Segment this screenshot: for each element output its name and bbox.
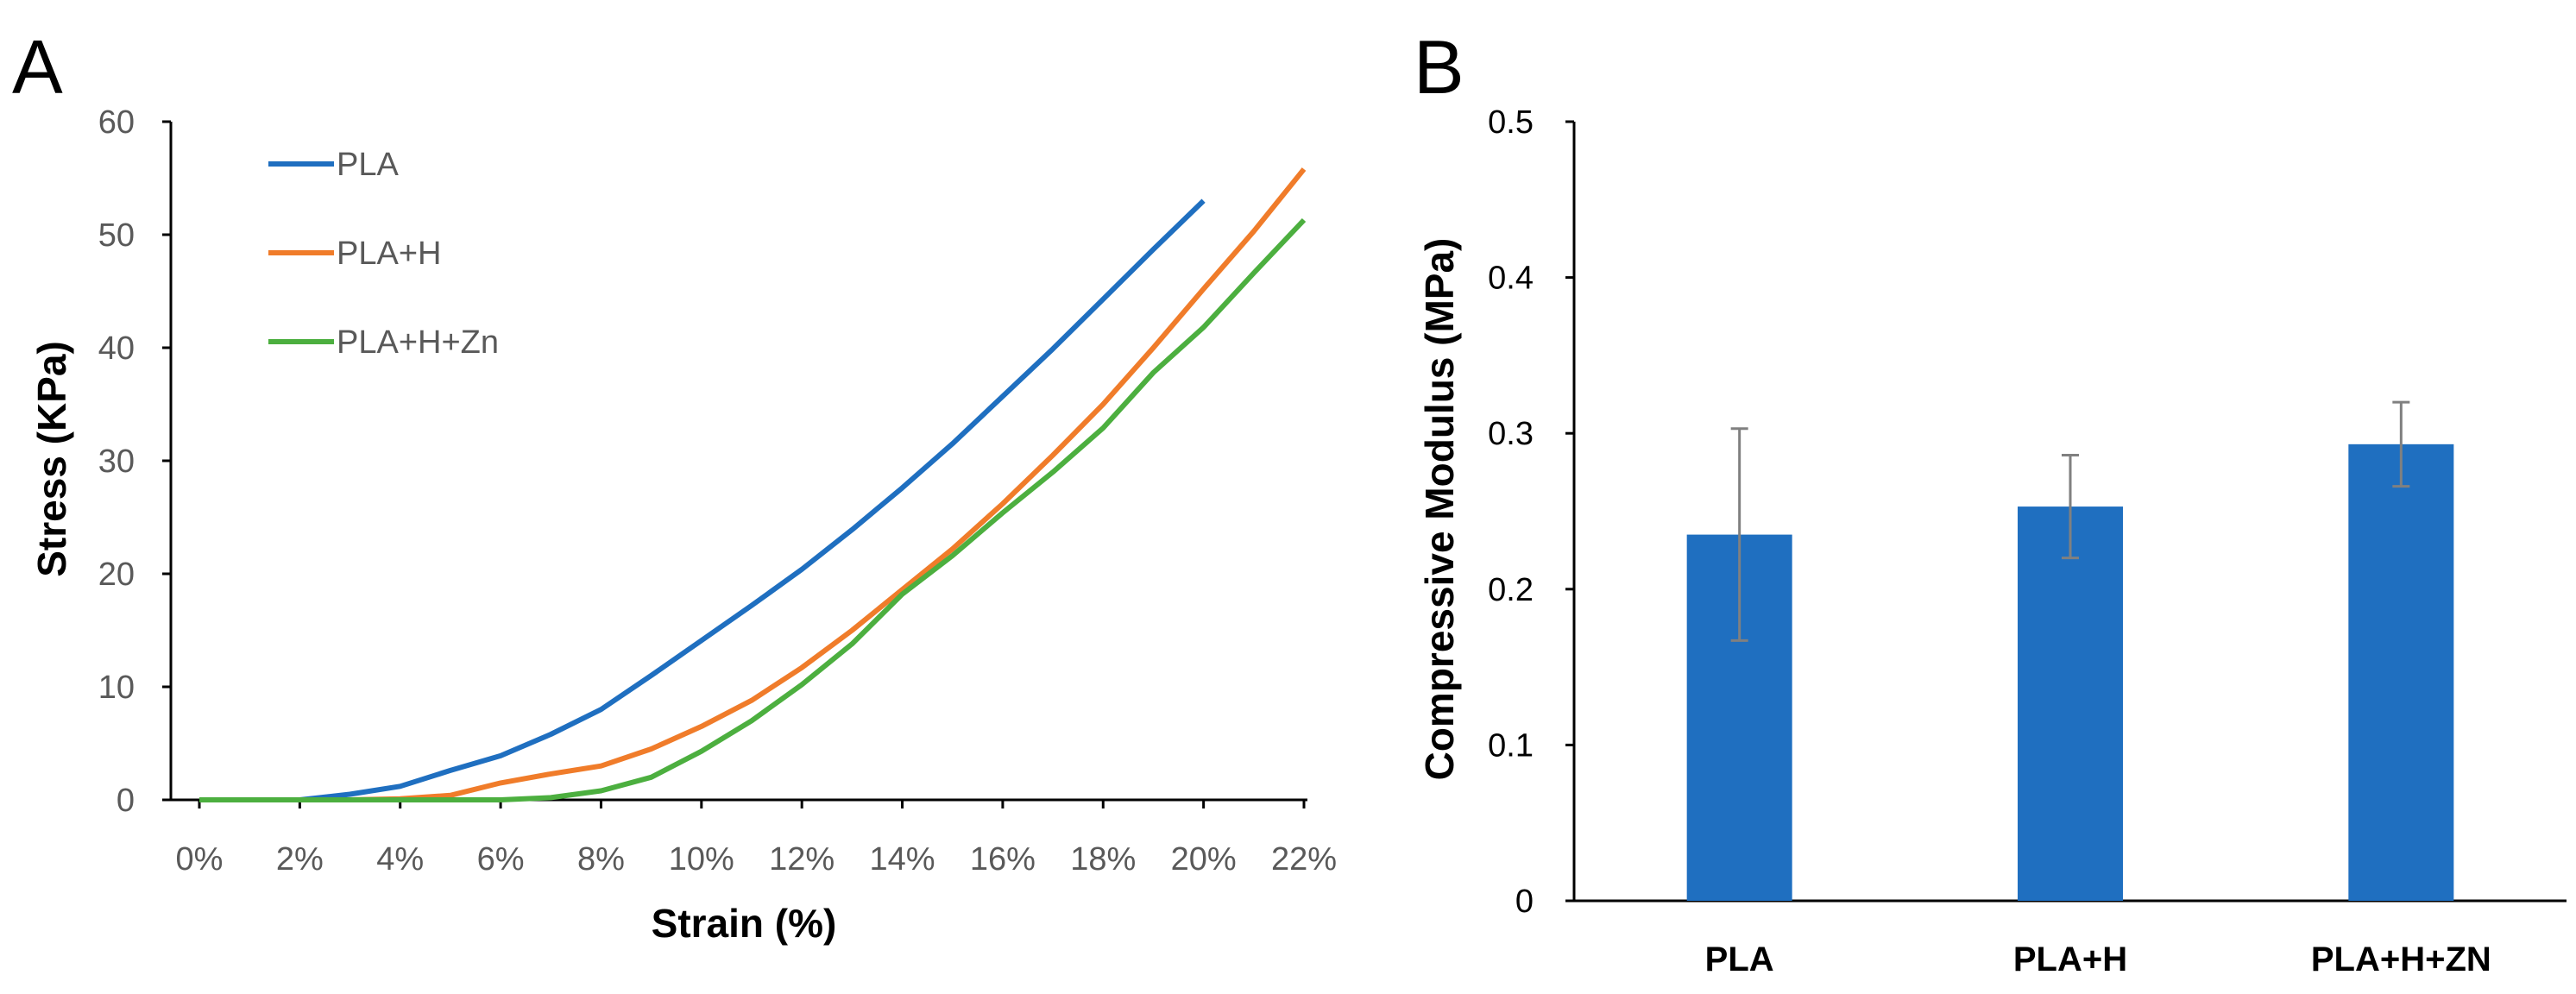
panel-a-y-tick-label: 50 [98,217,135,254]
panel-b-bars: PLA PLA+H PLA+H+ZN [1686,400,2491,978]
panel-a-y-tick-label: 30 [98,444,135,480]
panel-a-x-tick-label: 16% [970,841,1036,878]
panel-a-axes: 0 10 20 30 40 50 60 0% 2% 4% 6% 8% 10% 12% 14% 16% 18% 20… [98,104,1337,878]
panel-b-y-tick-label: 0 [1515,884,1534,920]
panel-a-y-axis-title: Stress (KPa) [29,341,74,577]
panel-a-y-tick-label: 0 [117,783,135,819]
panel-a-x-axis-title: Strain (%) [652,901,837,946]
panel-a-y-tick-label: 40 [98,330,135,367]
panel-a-x-tick-label: 4% [376,841,424,878]
panel-a-x-tick-label: 0% [176,841,224,878]
panel-a-y-tick-label: 60 [98,104,135,141]
panel-b-y-axis-title: Compressive Modulus (MPa) [1417,238,1462,781]
panel-a-x-tick-label: 2% [276,841,324,878]
panel-a-x-tick-label: 6% [477,841,525,878]
panel-b-y-tick-label: 0.1 [1488,727,1534,764]
panel-a-line-chart: A 0 10 20 30 40 50 60 0% 2% 4% 6% 8% 10% 12% 14% 16% 18%… [12,24,1337,946]
bar-pla-h [2018,506,2123,901]
panel-a-y-tick-label: 20 [98,557,135,593]
panel-b-y-tick-label: 0.5 [1488,104,1534,141]
panel-b-y-tick-label: 0.4 [1488,261,1534,297]
panel-a-legend: PLA PLA+H PLA+H+Zn [268,147,499,361]
panel-b-y-tick-label: 0.2 [1488,572,1534,608]
panel-a-series-lines [199,167,1307,802]
panel-a-x-tick-label: 14% [870,841,935,878]
category-label: PLA+H+ZN [2311,941,2491,978]
panel-a-x-tick-label: 20% [1171,841,1237,878]
legend-entry-label: PLA+H+Zn [337,324,499,361]
category-label: PLA+H [2013,941,2127,978]
panel-a-x-tick-label: 10% [669,841,734,878]
panel-b-y-tick-label: 0.3 [1488,416,1534,452]
series-line-pla [199,198,1206,802]
category-label: PLA [1705,941,1774,978]
legend-entry-label: PLA [337,147,399,183]
panel-a-x-tick-label: 12% [769,841,835,878]
panel-b-label: B [1414,24,1464,110]
legend-entry-label: PLA+H [337,236,441,272]
panel-a-x-tick-label: 8% [577,841,625,878]
panel-a-label: A [12,24,63,110]
panel-a-x-tick-label: 18% [1070,841,1136,878]
series-line-pla-h-zn [199,217,1307,802]
bar-pla-h-zn [2348,444,2454,901]
panel-a-y-tick-label: 10 [98,670,135,706]
panel-a-x-tick-label: 22% [1271,841,1337,878]
panel-b-bar-chart: B 0 0.1 0.2 0.3 0.4 0.5 PLA PLA+H PLA+H+ZN Comp… [1414,24,2567,978]
